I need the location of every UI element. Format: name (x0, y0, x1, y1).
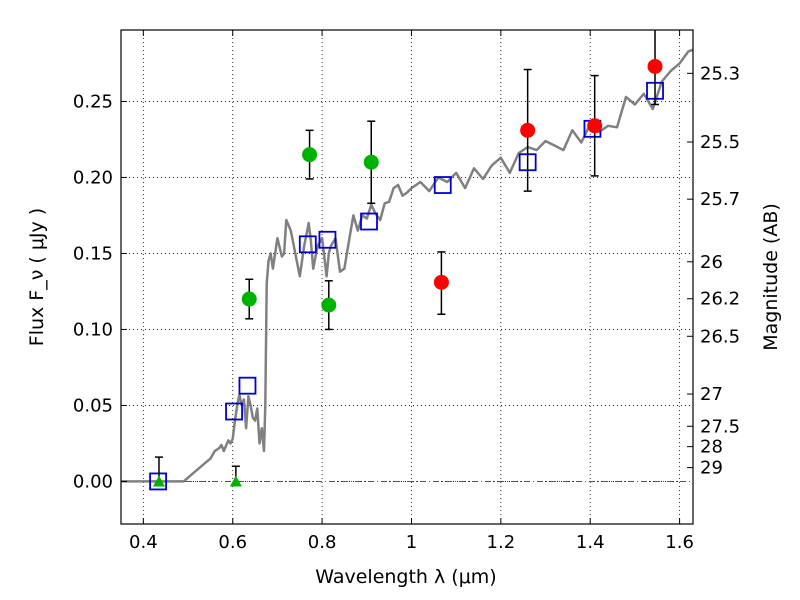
photometry-point (241, 291, 257, 307)
model-square-point (298, 235, 317, 254)
x-tick-label: 0.6 (218, 532, 247, 553)
photometry-point (520, 122, 536, 138)
x-tick-label: 1.6 (665, 532, 694, 553)
mag-tick-label: 25.5 (700, 132, 740, 153)
y-axis-right-label: Magnitude (AB) (760, 203, 782, 351)
model-square-point (149, 472, 167, 491)
mag-tick-label: 28 (700, 437, 723, 458)
mag-tick-label: 26 (700, 252, 723, 273)
ticks: 0.4 0.6 0.8 1 1.2 1.4 1.6 0.00 0.05 0.10 0.15 0.20 0… (73, 30, 740, 553)
model-square-point (318, 230, 337, 249)
x-tick-label: 1.4 (576, 532, 605, 553)
upper-limit-triangle (152, 475, 165, 487)
y-tick-label: 0.20 (73, 167, 113, 188)
photometry-point (433, 274, 449, 290)
y-tick-label: 0.05 (73, 395, 113, 416)
photometry-point (647, 58, 663, 74)
mag-tick-label: 26.2 (700, 289, 740, 310)
mag-tick-label: 27.5 (700, 416, 740, 437)
photometry-point (321, 297, 337, 313)
mag-tick-label: 25.3 (700, 63, 740, 84)
mag-tick-label: 27 (700, 384, 723, 405)
model-square-point (360, 212, 378, 231)
x-tick-label: 1.2 (487, 532, 516, 553)
x-tick-label: 0.4 (129, 532, 158, 553)
photometry-point (302, 147, 318, 163)
model-square-point (238, 376, 257, 395)
photometry-point (587, 118, 603, 134)
x-tick-label: 0.8 (308, 532, 337, 553)
model-square-point (225, 402, 243, 421)
x-axis-label: Wavelength λ (μm) (315, 566, 496, 588)
model-square-point (433, 176, 452, 194)
model-spectrum-line (121, 48, 693, 483)
x-tick-label: 1 (406, 532, 417, 553)
photometry-point (363, 154, 379, 170)
mag-tick-label: 26.5 (700, 326, 740, 347)
y-axis-label: Flux F_ν ( μJy ) (26, 208, 48, 346)
grid (121, 30, 693, 524)
upper-limit-triangle (229, 475, 242, 487)
y-tick-label: 0.00 (73, 471, 113, 492)
mag-tick-label: 25.7 (700, 189, 740, 210)
plot-area (121, 30, 693, 491)
y-tick-label: 0.15 (73, 243, 113, 264)
plot-frame (120, 29, 694, 525)
y-tick-label: 0.10 (73, 319, 113, 340)
mag-tick-label: 29 (700, 458, 723, 479)
y-tick-label: 0.25 (73, 91, 113, 112)
